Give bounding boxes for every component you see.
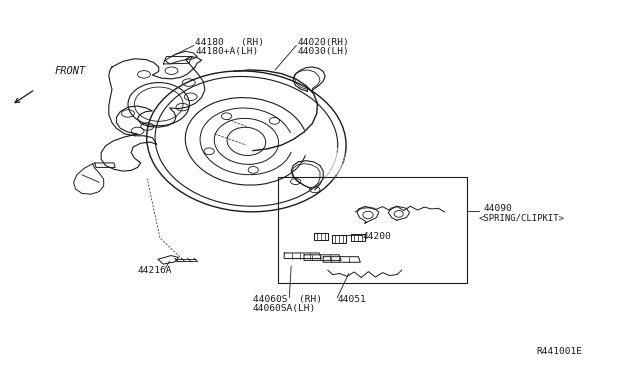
Text: R441001E: R441001E: [536, 347, 582, 356]
Bar: [278, 177, 467, 283]
Text: 44051: 44051: [337, 295, 366, 304]
Text: 44200: 44200: [363, 232, 392, 241]
Text: FRONT: FRONT: [54, 66, 86, 76]
Text: 44060S  (RH): 44060S (RH): [253, 295, 322, 304]
Text: 44090: 44090: [483, 204, 512, 213]
Text: 44180+A(LH): 44180+A(LH): [195, 47, 259, 56]
Text: 44030(LH): 44030(LH): [298, 47, 349, 56]
Text: 44180   (RH): 44180 (RH): [195, 38, 264, 47]
Text: 44216A: 44216A: [138, 266, 172, 275]
Text: 44060SA(LH): 44060SA(LH): [253, 304, 316, 312]
Text: <SPRING/CLIPKIT>: <SPRING/CLIPKIT>: [479, 213, 564, 222]
Text: 44020(RH): 44020(RH): [298, 38, 349, 47]
